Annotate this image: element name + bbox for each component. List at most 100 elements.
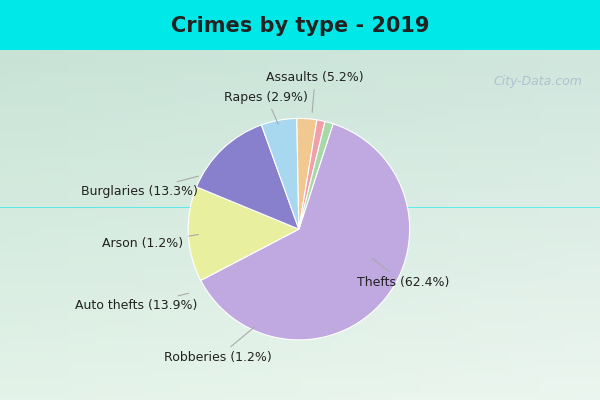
Bar	[353, 50, 360, 400]
Text: Thefts (62.4%): Thefts (62.4%)	[357, 258, 449, 289]
Bar	[0, 247, 600, 251]
Text: Robberies (1.2%): Robberies (1.2%)	[164, 327, 271, 364]
Bar	[0, 387, 600, 391]
Bar	[0, 321, 600, 326]
Bar	[135, 50, 143, 400]
Bar	[0, 159, 600, 164]
Bar	[0, 133, 600, 138]
Bar	[37, 50, 45, 400]
Bar	[270, 50, 277, 400]
Bar	[0, 221, 600, 225]
Bar	[225, 50, 233, 400]
Bar	[0, 339, 600, 343]
Bar	[75, 50, 83, 400]
Bar	[0, 260, 600, 264]
Bar	[0, 186, 600, 190]
Bar	[345, 50, 353, 400]
Bar	[173, 50, 180, 400]
Bar	[450, 50, 458, 400]
Bar	[128, 50, 135, 400]
Bar	[0, 85, 600, 89]
Bar	[473, 50, 480, 400]
Bar	[0, 98, 600, 102]
Bar	[7, 50, 15, 400]
Bar	[203, 50, 210, 400]
Bar	[0, 273, 600, 278]
Bar	[0, 155, 600, 159]
Bar	[593, 50, 600, 400]
Bar	[435, 50, 443, 400]
Bar	[390, 50, 398, 400]
Bar	[427, 50, 435, 400]
Bar	[0, 356, 600, 361]
Bar	[367, 50, 375, 400]
Bar	[0, 199, 600, 203]
Bar	[195, 50, 203, 400]
Bar	[90, 50, 97, 400]
Bar	[337, 50, 345, 400]
Bar	[548, 50, 555, 400]
Bar	[0, 225, 600, 229]
Bar	[30, 50, 37, 400]
Bar	[0, 374, 600, 378]
Bar	[0, 59, 600, 63]
Text: Assaults (5.2%): Assaults (5.2%)	[266, 71, 364, 112]
Bar	[0, 308, 600, 312]
Bar	[0, 142, 600, 146]
Bar	[120, 50, 128, 400]
Bar	[300, 50, 308, 400]
Bar	[398, 50, 405, 400]
Bar	[0, 124, 600, 129]
Bar	[0, 391, 600, 396]
Wedge shape	[297, 118, 317, 229]
Bar	[15, 50, 23, 400]
Bar	[67, 50, 75, 400]
Bar	[293, 50, 300, 400]
Bar	[0, 382, 600, 387]
Wedge shape	[299, 120, 325, 229]
Bar	[0, 72, 600, 76]
Bar	[0, 94, 600, 98]
Bar	[510, 50, 517, 400]
Bar	[0, 334, 600, 339]
Text: City-Data.com: City-Data.com	[493, 74, 582, 88]
Bar	[0, 181, 600, 186]
Bar	[0, 50, 7, 400]
Bar	[420, 50, 427, 400]
Bar	[360, 50, 367, 400]
Bar	[277, 50, 285, 400]
Wedge shape	[201, 124, 410, 340]
Bar	[0, 365, 600, 369]
Bar	[0, 269, 600, 273]
Bar	[0, 177, 600, 181]
Bar	[218, 50, 225, 400]
Bar	[487, 50, 495, 400]
Bar	[187, 50, 195, 400]
Bar	[0, 238, 600, 242]
Bar	[0, 102, 600, 107]
Text: Crimes by type - 2019: Crimes by type - 2019	[171, 16, 429, 36]
Bar	[0, 295, 600, 299]
Bar	[495, 50, 503, 400]
Bar	[0, 352, 600, 356]
Bar	[555, 50, 563, 400]
Bar	[0, 50, 600, 54]
Bar	[0, 107, 600, 111]
Wedge shape	[188, 187, 299, 280]
Bar	[0, 89, 600, 94]
Bar	[0, 208, 600, 212]
Bar	[0, 326, 600, 330]
Bar	[570, 50, 577, 400]
Bar	[0, 242, 600, 247]
Bar	[0, 378, 600, 382]
Bar	[517, 50, 525, 400]
Bar	[533, 50, 540, 400]
Bar	[0, 194, 600, 199]
Bar	[0, 151, 600, 155]
Bar	[0, 54, 600, 59]
Bar	[465, 50, 473, 400]
Bar	[0, 164, 600, 168]
Bar	[0, 291, 600, 295]
Bar	[143, 50, 150, 400]
Bar	[0, 312, 600, 317]
